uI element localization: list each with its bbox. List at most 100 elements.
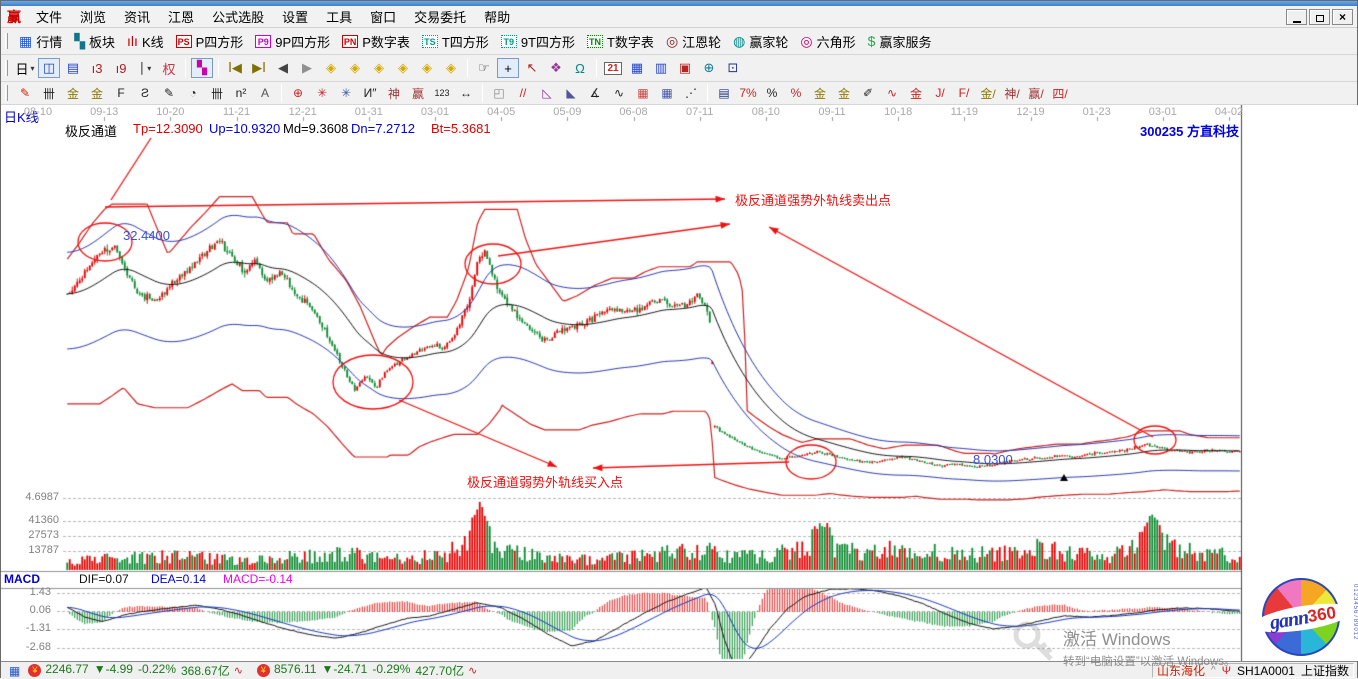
grid-red-button[interactable]: ▦	[632, 84, 654, 102]
shen-angle-button[interactable]: 神/	[1001, 84, 1023, 102]
diamond-shift-left-button[interactable]: ◈	[320, 58, 342, 78]
a-ruler-button[interactable]: A	[254, 84, 276, 102]
current-index-code[interactable]: SH1A0001	[1236, 663, 1295, 678]
hexagon-button[interactable]: ◎ 六角形	[794, 29, 861, 53]
gold-angle-button[interactable]: 金/	[977, 84, 999, 102]
gold-ruler-a-button[interactable]: 金	[62, 84, 84, 102]
timeshare-chart-button[interactable]: ▚	[191, 58, 213, 78]
percent-button[interactable]: %	[761, 84, 783, 102]
grid-blue-button[interactable]: ▦	[656, 84, 678, 102]
crosshair-cursor-button[interactable]: +	[497, 58, 519, 78]
web-link-button[interactable]: ⊕	[698, 58, 720, 78]
web-grid-button[interactable]: ✳	[335, 84, 357, 102]
t-number-table-button[interactable]: TN T数字表	[581, 29, 660, 53]
list-panel-button[interactable]: ▤	[713, 84, 735, 102]
brush-ruler-button[interactable]: ✎	[158, 84, 180, 102]
ying-angle-button[interactable]: 赢/	[1025, 84, 1047, 102]
t-square-button[interactable]: TS T四方形	[416, 29, 495, 53]
winner-service-button[interactable]: $ 赢家服务	[862, 29, 938, 53]
diamond-compress-button[interactable]: ◈	[368, 58, 390, 78]
pin-tool-button[interactable]: ✐	[857, 84, 879, 102]
plain-ruler-button[interactable]: 卌	[206, 84, 228, 102]
macd-indicator-label[interactable]: MACD	[4, 572, 40, 586]
gold-circle-button[interactable]: 金	[809, 84, 831, 102]
span-measure-button[interactable]: ↔	[455, 84, 477, 102]
menu-settings[interactable]: 设置	[282, 10, 309, 25]
gold-ruler-b-button[interactable]: 金	[86, 84, 108, 102]
stock-ticker-link[interactable]: 山东海化	[1157, 664, 1206, 678]
formula-flower-button[interactable]: ❖	[545, 58, 567, 78]
draw-brush-button[interactable]: ✎	[14, 84, 36, 102]
diamond-cross-button[interactable]: ◈	[440, 58, 462, 78]
p9-square-button[interactable]: P9 9P四方形	[249, 29, 336, 53]
web-red-button[interactable]: ✳	[311, 84, 333, 102]
ying-ruler-button[interactable]: 赢	[407, 84, 429, 102]
wave-lines-button[interactable]: ∿	[608, 84, 630, 102]
winner-wheel-button[interactable]: ◍ 赢家轮	[727, 29, 794, 53]
nav-last-button[interactable]: ▶Ⅰ	[248, 58, 270, 78]
menu-trade[interactable]: 交易委托	[414, 10, 467, 25]
j-angle-button[interactable]: J/	[929, 84, 951, 102]
kline-chart-canvas[interactable]	[1, 105, 1358, 661]
restore-button[interactable]	[1309, 8, 1330, 25]
close-button[interactable]: ×	[1332, 8, 1353, 25]
gann-ruler-button[interactable]: 卌	[38, 84, 60, 102]
current-index-name[interactable]: 上证指数	[1300, 664, 1349, 678]
menu-help[interactable]: 帮助	[484, 10, 511, 25]
fan-box-b-button[interactable]: ◣	[560, 84, 582, 102]
market-quotes-button[interactable]: ▦ 行情	[13, 29, 68, 53]
period-day-select-button[interactable]: 日 ▾	[14, 58, 36, 78]
percent-line-button[interactable]: %	[785, 84, 807, 102]
menu-window[interactable]: 窗口	[370, 10, 397, 25]
save-button[interactable]: ▣	[674, 58, 696, 78]
menu-browse[interactable]: 浏览	[80, 10, 107, 25]
info-panel-button[interactable]: ▤	[62, 58, 84, 78]
box-corner-button[interactable]: ◰	[488, 84, 510, 102]
mini-trend-icon[interactable]: ∿	[233, 665, 243, 677]
window-layout-button[interactable]: ◫	[38, 58, 60, 78]
diamond-expand-button[interactable]: ◈	[392, 58, 414, 78]
restore-rights-button[interactable]: 权	[158, 58, 180, 78]
menu-news[interactable]: 资讯	[124, 10, 151, 25]
angle-mark-button[interactable]: И″	[359, 84, 381, 102]
mini-trend-icon[interactable]: ∿	[468, 665, 478, 677]
notes-button[interactable]: ▥	[650, 58, 672, 78]
cycle-circle-button[interactable]: ◔	[182, 84, 204, 102]
shanghai-index-quote[interactable]: 2246.77 ▼-4.99 -0.22% 368.67亿	[45, 662, 229, 679]
drag-hand-button[interactable]: ☞	[473, 58, 495, 78]
t9-square-button[interactable]: T9 9T四方形	[495, 29, 581, 53]
quote-table-icon[interactable]: ▦	[9, 663, 21, 678]
nav-prev-button[interactable]: ◀	[272, 58, 294, 78]
cancel-drawline-button[interactable]: ↖	[521, 58, 543, 78]
fan-lines-button[interactable]: //	[512, 84, 534, 102]
menu-file[interactable]: 文件	[36, 10, 63, 25]
gann-wheel-button[interactable]: ◎ 江恩轮	[660, 29, 727, 53]
menu-formula-pick[interactable]: 公式选股	[212, 10, 265, 25]
ruler-123-button[interactable]: 123	[431, 84, 453, 102]
period-3-button[interactable]: ı3	[86, 58, 108, 78]
shen-ruler-button[interactable]: 神	[383, 84, 405, 102]
diamond-shift-right-button[interactable]: ◈	[344, 58, 366, 78]
shenzhen-index-quote[interactable]: 8576.11 ▼-24.71 -0.29% 427.70亿	[274, 662, 464, 679]
mind-tool-button[interactable]: Ω	[569, 58, 591, 78]
diamond-updown-button[interactable]: ◈	[416, 58, 438, 78]
target-circle-button[interactable]: ⊕	[287, 84, 309, 102]
wave-percent-button[interactable]: 7%	[737, 84, 759, 102]
parallel-lines-button[interactable]: ⋰	[680, 84, 702, 102]
minimize-button[interactable]	[1286, 8, 1307, 25]
si-angle-button[interactable]: 四/	[1049, 84, 1071, 102]
p-number-table-button[interactable]: PN P数字表	[336, 29, 416, 53]
angle-lines-button[interactable]: ∡	[584, 84, 606, 102]
wave-box-button[interactable]: ∿	[881, 84, 903, 102]
remote-computer-button[interactable]: ⊡	[722, 58, 744, 78]
p-square-button[interactable]: PS P四方形	[170, 29, 250, 53]
fib-ruler-button[interactable]: F	[110, 84, 132, 102]
period-9-button[interactable]: ı9	[110, 58, 132, 78]
k-line-button[interactable]: ılı K线	[121, 29, 170, 53]
menu-tools[interactable]: 工具	[326, 10, 353, 25]
calculator-button[interactable]: ▦	[626, 58, 648, 78]
stock-code-name[interactable]: 300235 方直科技	[1140, 124, 1239, 139]
bar-style-select-button[interactable]: ∣ ▾	[134, 58, 156, 78]
gold-box-button[interactable]: 金	[905, 84, 927, 102]
n2-ruler-button[interactable]: n²	[230, 84, 252, 102]
